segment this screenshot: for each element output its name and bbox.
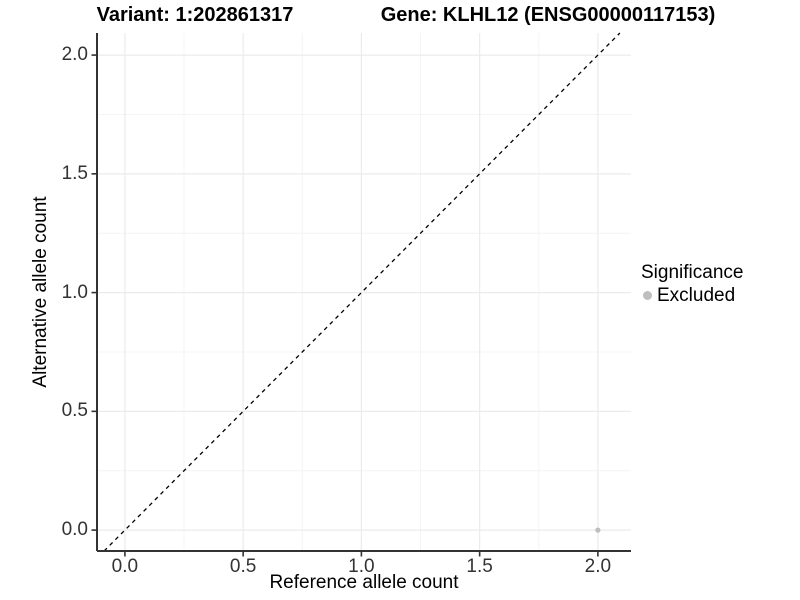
- x-tick-label: 0.0: [111, 556, 139, 577]
- x-tick-label: 2.0: [584, 556, 612, 577]
- y-tick-label: 2.0: [61, 44, 88, 66]
- x-tick-label: 1.0: [348, 556, 375, 577]
- x-tick-label: 0.5: [229, 556, 257, 577]
- plot-title-gene: Gene: KLHL12 (ENSG00000117153): [380, 4, 716, 26]
- plot-title-variant: Variant: 1:202861317: [96, 4, 294, 26]
- legend-item-label: Excluded: [657, 285, 736, 306]
- x-tick-label: 1.5: [466, 556, 493, 577]
- x-axis-title: Reference allele count: [269, 572, 459, 593]
- y-tick-label: 0.5: [61, 400, 88, 422]
- plot-canvas: [91, 32, 631, 557]
- y-tick-label: 0.0: [61, 519, 88, 541]
- legend: Significance Excluded: [641, 261, 743, 307]
- legend-item-excluded: Excluded: [641, 284, 743, 307]
- y-tick-label: 1.5: [61, 162, 88, 184]
- y-tick-label: 1.0: [61, 281, 88, 303]
- legend-title: Significance: [641, 262, 744, 283]
- plot-panel: [91, 32, 631, 557]
- legend-key-dot: [643, 291, 652, 300]
- identity-reference-line: [103, 32, 621, 552]
- data-point-excluded: [595, 527, 601, 533]
